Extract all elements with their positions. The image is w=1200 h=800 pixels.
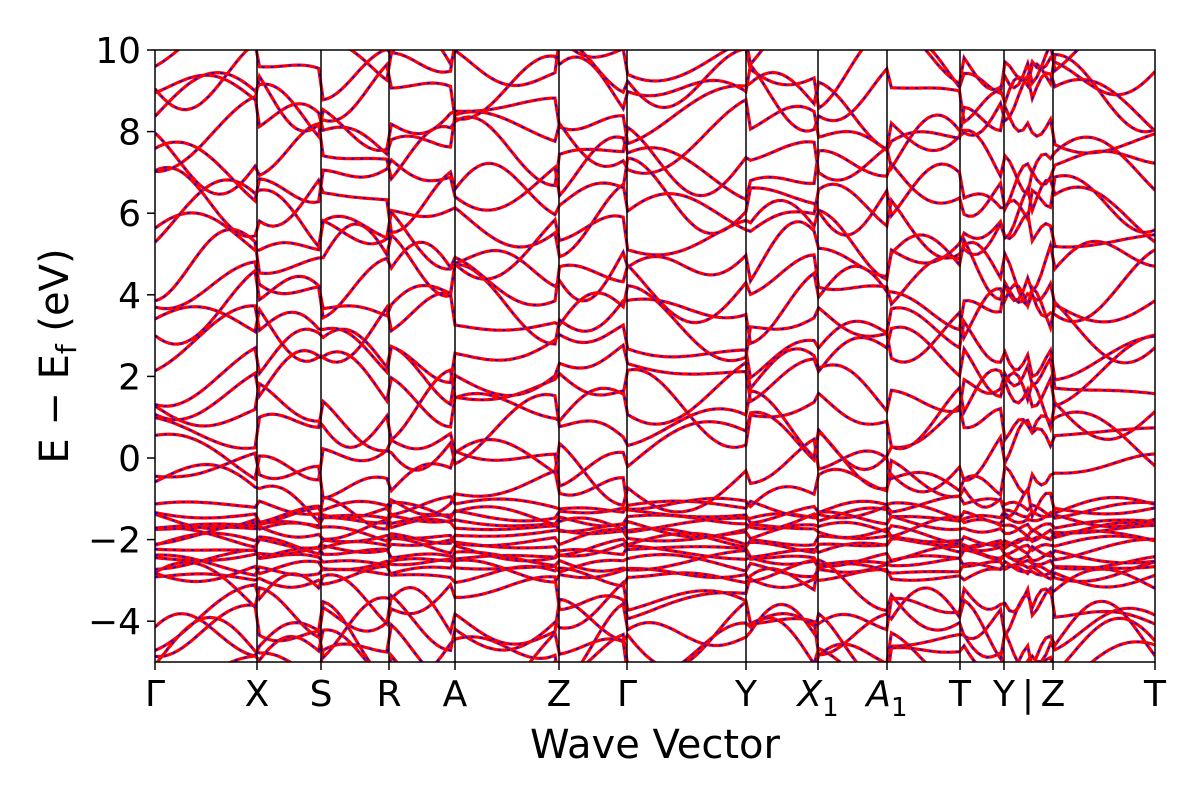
band-line-red [155,50,1080,91]
y-axis-title-unit: (eV) [32,248,78,344]
x-tick-label-main: Z [547,674,572,715]
x-tick-label-main: R [376,674,401,715]
y-axis-title-sub: f [50,343,83,354]
y-tick-label: 4 [118,276,141,317]
x-tick-label-sub: 1 [891,693,908,723]
x-tick-label-main: S [310,674,333,715]
x-tick-label: Y [734,674,758,715]
y-tick-label: 8 [118,113,141,154]
x-tick-label: X1 [795,674,838,723]
band-line-blue [155,553,1155,578]
x-axis-title: Wave Vector [530,722,781,768]
x-tick-label-main: X [795,674,823,715]
bands-layer [155,50,1155,662]
band-line-blue [155,263,1155,345]
x-tick-label-main: A [864,674,891,715]
x-tick-label-main: Y [992,674,1016,715]
x-tick-label: T [1143,674,1167,715]
x-tick-label-main: T [948,674,972,715]
x-tick-label-main: Z [1041,674,1066,715]
x-tick-label: R [376,674,401,715]
x-tick-label-main: Γ [617,674,637,715]
x-tick-label-main: T [1143,674,1167,715]
x-tick-label: Γ [145,674,165,715]
band-line-blue [155,136,1155,218]
band-line-blue [155,500,1155,525]
x-tick-label-main: X [245,674,270,715]
x-tick-label: S [310,674,333,715]
band-line-red [155,50,1155,112]
band-line-blue [155,389,1155,471]
y-axis-title-main: E − E [32,354,78,464]
band-line-blue [155,600,1155,662]
y-tick-label: 6 [118,194,141,235]
plot-frame [154,49,1156,663]
x-tick-label-main: Y [734,674,758,715]
y-tick-label: −2 [88,521,141,562]
band-line-red [155,557,1155,641]
x-tick-label-main: A [443,674,468,715]
x-tick-label-sub: 1 [822,693,839,723]
band-line-blue [155,114,1155,197]
x-tick-label: X [245,674,270,715]
band-line-red [155,552,1155,579]
x-axis: Γ X S R A Z Γ Y X1 A1 T Y | Z T [145,662,1167,723]
x-tick-label: A1 [864,674,907,723]
y-tick-label: −4 [88,602,141,643]
y-tick-label: 10 [95,31,141,72]
high-symmetry-lines [256,50,1054,662]
y-axis: −4 −2 0 2 4 6 8 10 [88,31,155,643]
band-line-blue [155,411,1155,493]
x-tick-label: Y [992,674,1016,715]
x-tick-label: Γ [617,674,637,715]
band-line-blue [155,50,1155,111]
x-tick-label: Z [1041,674,1066,715]
x-tick-label: T [948,674,972,715]
band-line-blue [155,510,1155,535]
y-axis-title: E − Ef (eV) [32,248,83,463]
y-tick-label: 2 [118,357,141,398]
x-tick-label-main: | [1022,674,1034,715]
band-line-blue [155,326,1155,408]
x-tick-label-main: Γ [145,674,165,715]
band-line-blue [155,347,1155,428]
band-line-blue [155,50,1079,91]
x-tick-label: | [1022,674,1034,715]
x-tick-label: Z [547,674,572,715]
x-tick-label: A [443,674,468,715]
band-line-red [155,325,1155,409]
y-tick-label: 0 [118,439,141,480]
band-line-red [155,262,1155,346]
